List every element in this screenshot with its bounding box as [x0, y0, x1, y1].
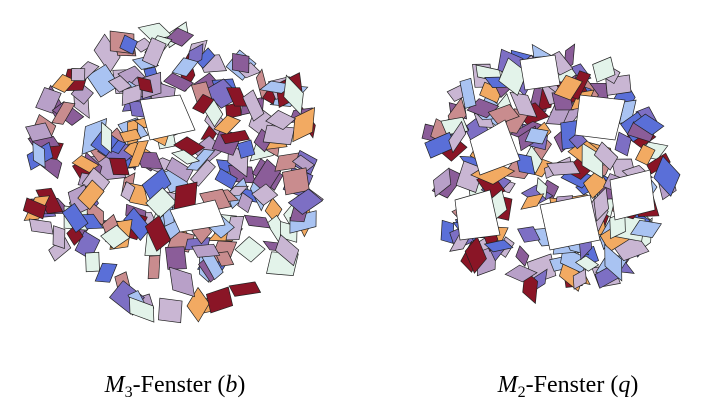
caption-close: ) — [237, 372, 245, 398]
face — [192, 244, 220, 257]
face — [244, 215, 270, 228]
caption-text: -Fenster ( — [526, 372, 619, 398]
face — [72, 69, 85, 81]
face — [53, 226, 65, 249]
window-gap — [540, 195, 600, 250]
face — [229, 282, 260, 297]
window-gap — [520, 55, 560, 90]
figure: M3-Fenster (b) M2-Fenster (q) — [0, 0, 707, 400]
face — [263, 125, 294, 145]
face — [235, 237, 265, 263]
face — [165, 247, 186, 270]
face — [516, 246, 529, 266]
face — [158, 298, 182, 323]
polyhedron-left — [23, 22, 323, 323]
caption-subscript: 2 — [518, 384, 526, 400]
face — [148, 256, 160, 279]
caption-label: b — [225, 372, 237, 398]
caption-symbol: M — [104, 372, 127, 398]
face — [170, 267, 195, 296]
face — [206, 287, 232, 313]
caption-left: M3-Fenster (b) — [104, 372, 246, 400]
window-gap — [575, 95, 625, 140]
window-gap — [140, 95, 195, 140]
caption-close: ) — [630, 372, 638, 398]
caption-right: M2-Fenster (q) — [497, 372, 639, 400]
caption-label: q — [618, 372, 630, 398]
face — [282, 168, 309, 195]
face — [29, 219, 53, 234]
caption-symbol: M — [497, 372, 520, 398]
caption-text: -Fenster ( — [133, 372, 226, 398]
face — [86, 252, 100, 271]
polyhedron-right — [422, 44, 680, 303]
caption-subscript: 3 — [125, 384, 133, 400]
face — [232, 53, 249, 72]
